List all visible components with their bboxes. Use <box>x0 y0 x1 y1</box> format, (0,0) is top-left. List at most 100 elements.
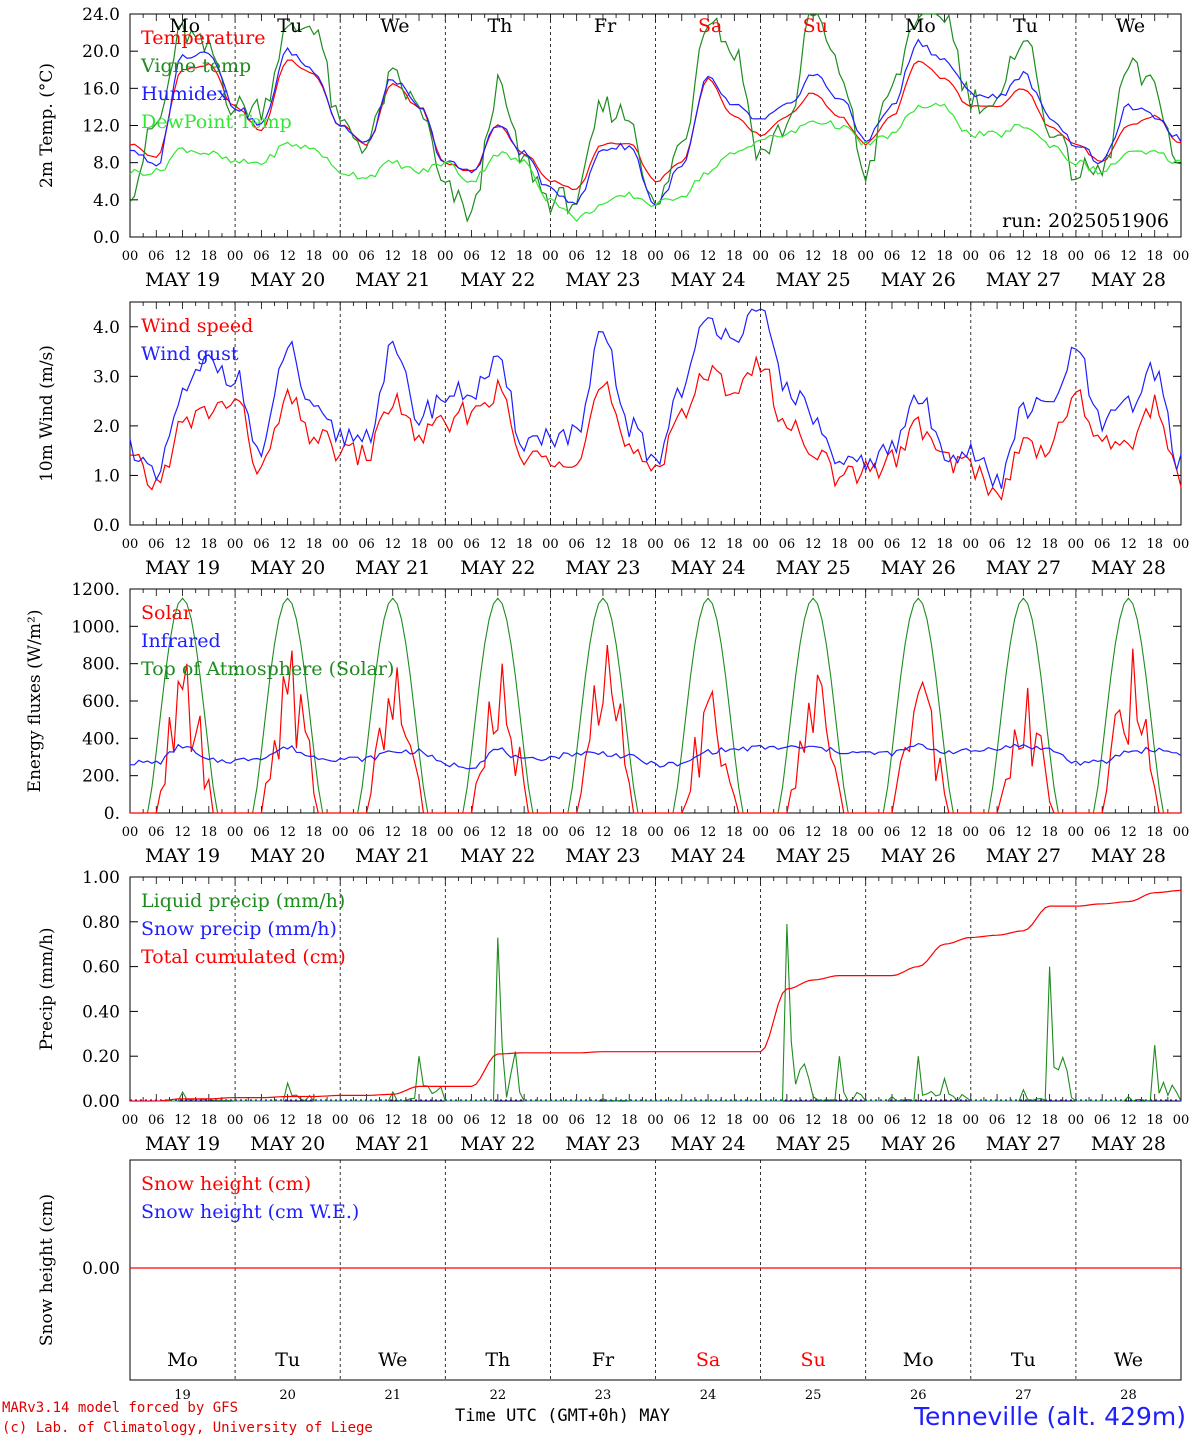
hour-tick-label: 06 <box>674 537 691 552</box>
y-axis-label: Energy fluxes (W/m²) <box>25 610 45 793</box>
hour-tick-label: 00 <box>332 537 349 552</box>
y-tick-label: 3.0 <box>93 367 120 387</box>
weekday-label: Th <box>485 1349 510 1371</box>
hour-tick-label: 00 <box>1173 825 1190 840</box>
date-label: MAY 22 <box>460 557 535 579</box>
day-number-label: 26 <box>910 1388 927 1403</box>
hour-tick-label: 12 <box>384 249 401 264</box>
legend-entry: Snow precip (mm/h) <box>141 918 337 940</box>
y-tick-label: 20.0 <box>82 42 120 62</box>
day-number-label: 23 <box>595 1388 612 1403</box>
hour-tick-label: 00 <box>122 825 139 840</box>
hour-tick-label: 00 <box>647 825 664 840</box>
legend-entry: Temperature <box>141 27 265 49</box>
y-tick-label: 600. <box>82 692 120 712</box>
y-tick-label: 1200. <box>71 580 120 600</box>
hour-tick-label: 18 <box>201 249 218 264</box>
hour-tick-label: 06 <box>568 1113 585 1128</box>
hour-tick-label: 12 <box>910 1113 927 1128</box>
y-tick-label: 4.0 <box>93 191 120 211</box>
hour-tick-label: 00 <box>1068 825 1085 840</box>
x-axis-month: MAY <box>639 1406 670 1426</box>
y-tick-label: 800. <box>82 655 120 675</box>
hour-tick-label: 06 <box>674 249 691 264</box>
hour-tick-label: 18 <box>201 537 218 552</box>
hour-tick-label: 06 <box>779 249 796 264</box>
hour-tick-label: 06 <box>884 825 901 840</box>
hour-tick-label: 12 <box>910 825 927 840</box>
hour-tick-label: 18 <box>1146 537 1163 552</box>
hour-tick-label: 18 <box>936 825 953 840</box>
weekday-label: Th <box>487 15 512 37</box>
hour-tick-label: 00 <box>752 249 769 264</box>
hour-tick-label: 06 <box>989 1113 1006 1128</box>
hour-tick-label: 06 <box>463 249 480 264</box>
hour-tick-label: 12 <box>279 537 296 552</box>
date-label: MAY 19 <box>145 1133 220 1155</box>
hour-tick-label: 00 <box>857 825 874 840</box>
hour-tick-label: 06 <box>779 825 796 840</box>
date-label: MAY 24 <box>670 845 745 867</box>
hour-tick-label: 06 <box>253 249 270 264</box>
hour-tick-label: 00 <box>963 537 980 552</box>
y-tick-label: 1000. <box>71 617 120 637</box>
hour-tick-label: 12 <box>279 249 296 264</box>
hour-tick-label: 12 <box>1120 537 1137 552</box>
weekday-label: Sa <box>698 15 722 37</box>
date-label: MAY 21 <box>355 845 430 867</box>
hour-tick-label: 06 <box>463 825 480 840</box>
date-label: MAY 25 <box>776 845 851 867</box>
hour-tick-label: 12 <box>174 1113 191 1128</box>
date-label: MAY 20 <box>250 269 325 291</box>
hour-tick-label: 00 <box>752 1113 769 1128</box>
day-number-label: 21 <box>384 1388 401 1403</box>
weekday-label: Tu <box>1013 15 1038 37</box>
hour-tick-label: 18 <box>516 825 533 840</box>
hour-tick-label: 06 <box>568 537 585 552</box>
hour-tick-label: 00 <box>647 1113 664 1128</box>
hour-tick-label: 12 <box>1015 1113 1032 1128</box>
series-line <box>130 923 1182 1102</box>
hour-tick-label: 00 <box>752 825 769 840</box>
hour-tick-label: 12 <box>595 825 612 840</box>
legend-entry: Liquid precip (mm/h) <box>141 890 345 912</box>
date-label: MAY 25 <box>776 1133 851 1155</box>
hour-tick-label: 00 <box>227 537 244 552</box>
hour-tick-label: 18 <box>306 1113 323 1128</box>
y-tick-label: 1.0 <box>93 466 120 486</box>
hour-tick-label: 00 <box>963 1113 980 1128</box>
hour-tick-label: 12 <box>1120 249 1137 264</box>
y-tick-label: 4.0 <box>93 318 120 338</box>
y-axis-label: 10m Wind (m/s) <box>37 345 57 482</box>
hour-tick-label: 06 <box>674 1113 691 1128</box>
weekday-label: Su <box>801 1349 826 1371</box>
x-axis-title-text: Time UTC (GMT+0h) <box>455 1406 629 1426</box>
hour-tick-label: 00 <box>437 537 454 552</box>
y-tick-label: 0.80 <box>82 913 120 933</box>
hour-tick-label: 06 <box>463 537 480 552</box>
date-label: MAY 22 <box>460 1133 535 1155</box>
hour-tick-label: 00 <box>647 537 664 552</box>
day-number-label: 27 <box>1015 1388 1032 1403</box>
weekday-label: Sa <box>696 1349 720 1371</box>
y-tick-label: 0.40 <box>82 1002 120 1022</box>
hour-tick-label: 00 <box>227 825 244 840</box>
hour-tick-label: 06 <box>779 1113 796 1128</box>
hour-tick-label: 18 <box>621 1113 638 1128</box>
x-axis-title: Time UTC (GMT+0h) MAY <box>455 1406 670 1426</box>
hour-tick-label: 06 <box>884 1113 901 1128</box>
hour-tick-label: 18 <box>1041 1113 1058 1128</box>
hour-tick-label: 12 <box>490 249 507 264</box>
hour-tick-label: 06 <box>884 537 901 552</box>
hour-tick-label: 18 <box>1041 825 1058 840</box>
date-label: MAY 25 <box>776 269 851 291</box>
energy-panel: 00 06 12 18 00 06 12 18 00 06 12 18 00 06 12 18 00 06 12 18… <box>25 580 1189 867</box>
hour-tick-label: 18 <box>621 537 638 552</box>
date-label: MAY 21 <box>355 557 430 579</box>
hour-tick-label: 18 <box>516 1113 533 1128</box>
hour-tick-label: 06 <box>989 825 1006 840</box>
temperature-panel: 00 06 12 18 00 06 12 18 00 06 12 18 00 06 12 18 00 06 12 18… <box>37 5 1189 291</box>
hour-tick-label: 00 <box>647 249 664 264</box>
y-tick-label: 0.60 <box>82 958 120 978</box>
hour-tick-label: 06 <box>1094 1113 1111 1128</box>
